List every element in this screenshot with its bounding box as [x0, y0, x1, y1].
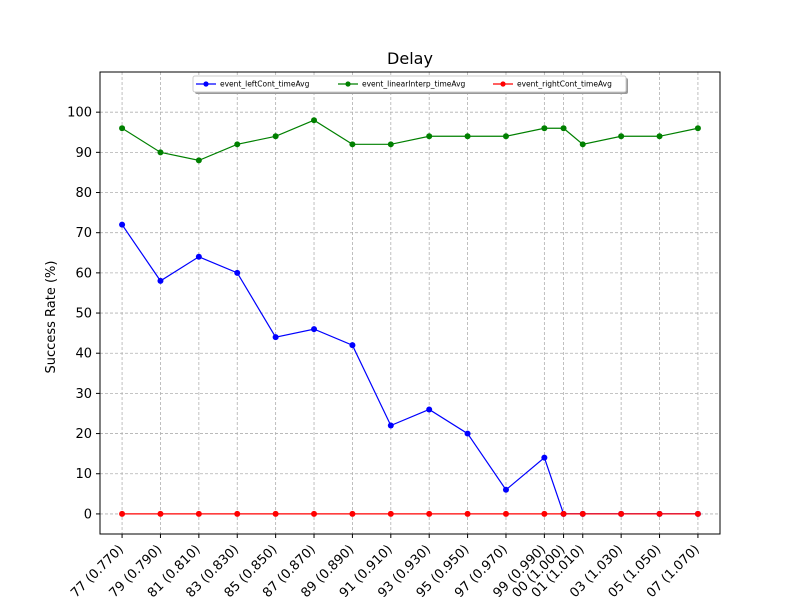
data-point: [426, 406, 433, 413]
data-point: [272, 133, 279, 140]
data-point: [426, 133, 433, 140]
series-event_linearInterp_timeAvg: [119, 117, 701, 164]
data-point: [502, 486, 509, 493]
y-tick-label: 10: [75, 467, 92, 482]
data-point: [464, 510, 471, 517]
data-point: [311, 117, 318, 124]
y-tick-label: 30: [75, 387, 92, 402]
legend-swatch-marker: [500, 81, 506, 87]
y-tick-label: 0: [84, 507, 92, 522]
legend: event_leftCont_timeAvg event_linearInterp…: [192, 75, 628, 94]
data-point: [234, 141, 241, 148]
data-point: [656, 510, 663, 517]
data-point: [349, 141, 356, 148]
data-point: [656, 133, 663, 140]
data-point: [195, 253, 202, 260]
data-point: [541, 125, 548, 132]
data-point: [234, 510, 241, 517]
data-point: [560, 125, 567, 132]
data-point: [349, 342, 356, 349]
y-tick-label: 40: [75, 347, 92, 362]
data-point: [119, 125, 126, 132]
data-point: [618, 133, 625, 140]
data-point: [560, 510, 567, 517]
y-tick-label: 20: [75, 427, 92, 442]
chart-title: Delay: [387, 49, 433, 68]
data-point: [157, 277, 164, 284]
data-point: [694, 510, 701, 517]
data-point: [272, 334, 279, 341]
data-point: [694, 125, 701, 132]
data-point: [541, 454, 548, 461]
legend-label: event_rightCont_timeAvg: [517, 80, 612, 89]
data-point: [579, 141, 586, 148]
legend-box: [192, 75, 627, 93]
series-lines: [119, 117, 701, 517]
legend-label: event_leftCont_timeAvg: [220, 80, 310, 89]
legend-swatch-marker: [203, 81, 209, 87]
data-point: [119, 221, 126, 228]
data-point: [541, 510, 548, 517]
data-point: [426, 510, 433, 517]
plot-area-frame: [99, 71, 721, 535]
data-point: [234, 269, 241, 276]
y-axis-ticks: 0 10 20 30 40 50 60 70 80 90 100: [67, 106, 100, 522]
data-point: [157, 510, 164, 517]
data-point: [579, 510, 586, 517]
y-tick-label: 90: [75, 146, 92, 161]
data-point: [618, 510, 625, 517]
data-point: [464, 133, 471, 140]
data-point: [157, 149, 164, 156]
data-point: [311, 510, 318, 517]
data-point: [464, 430, 471, 437]
data-point: [195, 510, 202, 517]
data-point: [311, 326, 318, 333]
series-event_rightCont_timeAvg: [119, 510, 701, 517]
legend-swatch-marker: [345, 81, 351, 87]
data-point: [272, 510, 279, 517]
data-point: [387, 422, 394, 429]
y-tick-label: 70: [75, 226, 92, 241]
data-point: [387, 510, 394, 517]
grid-lines: [100, 72, 720, 534]
legend-label: event_linearInterp_timeAvg: [362, 80, 466, 89]
data-point: [119, 510, 126, 517]
y-axis-label: Success Rate (%): [44, 261, 59, 374]
y-tick-label: 50: [75, 307, 92, 322]
data-point: [387, 141, 394, 148]
data-point: [502, 133, 509, 140]
data-point: [349, 510, 356, 517]
data-point: [502, 510, 509, 517]
y-tick-label: 100: [67, 106, 92, 121]
data-point: [195, 157, 202, 164]
y-tick-label: 80: [75, 186, 92, 201]
y-tick-label: 60: [75, 266, 92, 281]
